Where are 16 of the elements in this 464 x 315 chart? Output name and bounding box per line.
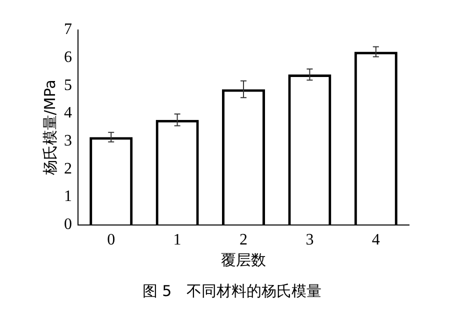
x-tick-label: 1 bbox=[173, 232, 182, 249]
y-tick-label: 3 bbox=[64, 132, 72, 150]
y-axis-title: 杨氏模量/MPa bbox=[40, 80, 59, 176]
x-axis-title: 覆层数 bbox=[221, 250, 266, 269]
y-tick-label: 4 bbox=[64, 104, 72, 122]
y-tick-label: 0 bbox=[64, 216, 72, 234]
y-tick-label: 5 bbox=[64, 76, 72, 94]
x-tick-label: 3 bbox=[306, 232, 314, 249]
x-tick-label: 4 bbox=[372, 232, 380, 249]
y-tick-label: 7 bbox=[64, 21, 72, 38]
y-tick-label: 1 bbox=[64, 188, 72, 206]
y-tick-label: 6 bbox=[64, 49, 72, 66]
x-tick-label: 0 bbox=[107, 232, 116, 249]
caption: 图 5 不同材料的杨氏模量 bbox=[141, 282, 323, 301]
x-tick-label: 2 bbox=[240, 232, 248, 249]
y-tick-label: 2 bbox=[64, 160, 72, 178]
